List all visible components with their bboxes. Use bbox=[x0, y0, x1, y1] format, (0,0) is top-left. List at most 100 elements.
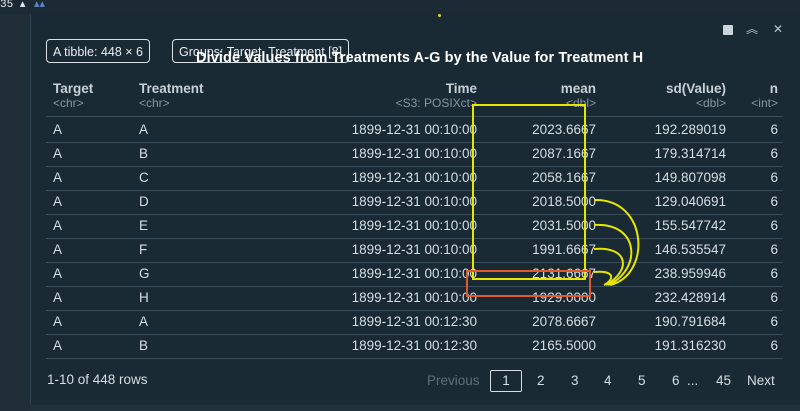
highlight-treatments-a-g bbox=[472, 104, 586, 280]
cell-time: 1899-12-31 00:12:30 bbox=[351, 314, 477, 329]
column-type-treatment: <chr> bbox=[139, 96, 170, 110]
cell-target: A bbox=[53, 290, 63, 305]
pagination-info: 1-10 of 448 rows bbox=[47, 372, 148, 387]
cell-time: 1899-12-31 00:10:00 bbox=[351, 242, 477, 257]
row-divider bbox=[46, 334, 783, 335]
column-type-time: <S3: POSIXct> bbox=[395, 96, 477, 110]
cell-sd: 232.428914 bbox=[654, 290, 726, 305]
cell-sd: 179.314714 bbox=[654, 146, 726, 161]
cell-mean: 2078.6667 bbox=[532, 314, 596, 329]
table-row: A B 1899-12-31 00:12:30 2165.5000 191.316230… bbox=[31, 334, 800, 358]
page-button-2[interactable]: 2 bbox=[537, 373, 545, 388]
cell-target: A bbox=[53, 194, 63, 209]
cell-time: 1899-12-31 00:10:00 bbox=[351, 218, 477, 233]
cell-mean: 2131.6667 bbox=[532, 266, 596, 281]
cell-time: 1899-12-31 00:10:00 bbox=[351, 290, 477, 305]
row-divider bbox=[46, 310, 783, 311]
page-button-6[interactable]: 6 bbox=[672, 373, 680, 388]
collapse-icon[interactable]: ︽ bbox=[745, 22, 758, 36]
row-divider bbox=[46, 262, 783, 263]
cell-n: 6 bbox=[770, 242, 778, 257]
cell-target: A bbox=[53, 314, 63, 329]
page-button-4[interactable]: 4 bbox=[604, 373, 612, 388]
column-type-sd: <dbl> bbox=[695, 96, 726, 110]
table-row: A H 1899-12-31 00:10:00 1929.0000 232.428914… bbox=[31, 286, 800, 310]
clear-console-icon[interactable] bbox=[723, 25, 733, 35]
table-row: A A 1899-12-31 00:10:00 2023.6667 192.289019… bbox=[31, 118, 800, 142]
cell-n: 6 bbox=[770, 338, 778, 353]
row-divider bbox=[46, 286, 783, 287]
table-row: A F 1899-12-31 00:10:00 1991.6667 146.535547… bbox=[31, 238, 800, 262]
cell-sd: 155.547742 bbox=[654, 218, 726, 233]
cell-time: 1899-12-31 00:12:30 bbox=[351, 338, 477, 353]
row-divider bbox=[46, 238, 783, 239]
cell-target: A bbox=[53, 170, 63, 185]
cell-n: 6 bbox=[770, 122, 778, 137]
cell-sd: 149.807098 bbox=[654, 170, 726, 185]
table-row: A E 1899-12-31 00:10:00 2031.5000 155.547742… bbox=[31, 214, 800, 238]
cell-target: A bbox=[53, 218, 63, 233]
table-row: A C 1899-12-31 00:10:00 2058.1667 149.807098… bbox=[31, 166, 800, 190]
cell-n: 6 bbox=[770, 290, 778, 305]
cell-treatment: C bbox=[139, 170, 149, 185]
cell-treatment: B bbox=[139, 146, 149, 161]
panel-toolbar: ︽ ✕ bbox=[723, 22, 785, 36]
cell-target: A bbox=[53, 266, 63, 281]
cell-mean: 2087.1667 bbox=[532, 146, 596, 161]
cell-mean: 2058.1667 bbox=[532, 170, 596, 185]
column-header-treatment[interactable]: Treatment bbox=[139, 81, 204, 96]
tibble-viewer-panel: ︽ ✕ A tibble: 448 × 6 Groups: Target, Tr… bbox=[30, 14, 800, 405]
table-row: A A 1899-12-31 00:12:30 2078.6667 190.791684… bbox=[31, 310, 800, 334]
page-button-5[interactable]: 5 bbox=[638, 373, 646, 388]
arrow-f bbox=[593, 247, 624, 286]
column-type-target: <chr> bbox=[53, 96, 84, 110]
cell-treatment: A bbox=[139, 314, 149, 329]
header-divider bbox=[46, 116, 783, 117]
column-header-time[interactable]: Time bbox=[445, 81, 477, 96]
cell-sd: 146.535547 bbox=[654, 242, 726, 257]
cell-n: 6 bbox=[770, 170, 778, 185]
cell-mean: 1929.0000 bbox=[532, 290, 596, 305]
panel-bottom-strip bbox=[30, 405, 800, 411]
cell-sd: 238.959946 bbox=[654, 266, 726, 281]
cell-target: A bbox=[53, 122, 63, 137]
cell-n: 6 bbox=[770, 266, 778, 281]
cell-mean: 1991.6667 bbox=[532, 242, 596, 257]
column-type-n: <int> bbox=[751, 96, 778, 110]
previous-button[interactable]: Previous bbox=[427, 373, 480, 388]
annotation-dot bbox=[438, 14, 441, 17]
cell-mean: 2031.5000 bbox=[532, 218, 596, 233]
page-button-3[interactable]: 3 bbox=[571, 373, 579, 388]
row-divider bbox=[46, 142, 783, 143]
cell-treatment: B bbox=[139, 338, 149, 353]
cell-target: A bbox=[53, 146, 63, 161]
cell-mean: 2023.6667 bbox=[532, 122, 596, 137]
cell-n: 6 bbox=[770, 194, 778, 209]
page-button-45[interactable]: 45 bbox=[716, 373, 732, 388]
column-header-mean[interactable]: mean bbox=[560, 81, 596, 96]
cell-treatment: F bbox=[139, 242, 148, 257]
next-button[interactable]: Next bbox=[747, 373, 775, 388]
row-divider bbox=[46, 214, 783, 215]
close-icon[interactable]: ✕ bbox=[772, 22, 784, 36]
cell-time: 1899-12-31 00:10:00 bbox=[351, 170, 477, 185]
tibble-size-badge: A tibble: 448 × 6 bbox=[46, 39, 151, 63]
column-header-sd[interactable]: sd(Value) bbox=[665, 81, 726, 96]
cell-sd: 192.289019 bbox=[654, 122, 726, 137]
arrow-d bbox=[593, 198, 640, 286]
page-ellipsis: ... bbox=[687, 373, 699, 388]
line-number: 35 ▴ bbox=[0, 0, 26, 11]
cell-treatment: D bbox=[139, 194, 149, 209]
arrow-e bbox=[593, 223, 633, 286]
row-divider bbox=[46, 190, 783, 191]
cell-mean: 2018.5000 bbox=[532, 194, 596, 209]
cell-mean: 2165.5000 bbox=[532, 338, 596, 353]
cell-time: 1899-12-31 00:10:00 bbox=[351, 194, 477, 209]
column-header-n[interactable]: n bbox=[769, 81, 778, 96]
cell-sd: 191.316230 bbox=[654, 338, 726, 353]
page-button-1[interactable]: 1 bbox=[490, 370, 522, 392]
cell-time: 1899-12-31 00:10:00 bbox=[351, 122, 477, 137]
column-header-target[interactable]: Target bbox=[53, 81, 94, 96]
cell-sd: 190.791684 bbox=[654, 314, 726, 329]
